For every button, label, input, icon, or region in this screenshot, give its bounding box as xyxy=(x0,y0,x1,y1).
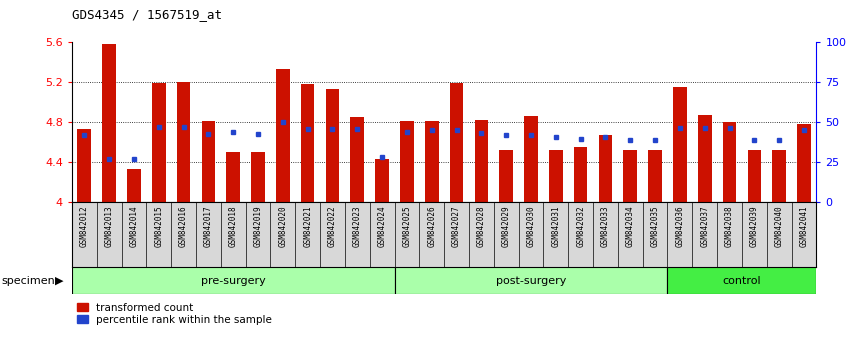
Text: GSM842019: GSM842019 xyxy=(254,205,262,247)
Bar xyxy=(797,124,810,202)
Text: GSM842026: GSM842026 xyxy=(427,205,437,247)
Bar xyxy=(549,150,563,202)
Text: GDS4345 / 1567519_at: GDS4345 / 1567519_at xyxy=(72,8,222,21)
Text: ▶: ▶ xyxy=(55,275,63,286)
Bar xyxy=(667,267,816,294)
Text: specimen: specimen xyxy=(2,275,56,286)
Bar xyxy=(78,129,91,202)
Bar xyxy=(127,169,140,202)
Text: GSM842040: GSM842040 xyxy=(775,205,783,247)
Bar xyxy=(102,45,116,202)
Bar xyxy=(748,150,761,202)
Text: GSM842041: GSM842041 xyxy=(799,205,809,247)
Bar xyxy=(177,82,190,202)
Text: GSM842020: GSM842020 xyxy=(278,205,288,247)
Text: GSM842017: GSM842017 xyxy=(204,205,213,247)
Bar xyxy=(772,150,786,202)
Text: GSM842015: GSM842015 xyxy=(154,205,163,247)
Text: GSM842014: GSM842014 xyxy=(129,205,139,247)
Text: control: control xyxy=(722,275,761,286)
Bar xyxy=(376,159,389,202)
Bar xyxy=(276,69,289,202)
Text: GSM842029: GSM842029 xyxy=(502,205,511,247)
Bar xyxy=(599,135,613,202)
Text: GSM842033: GSM842033 xyxy=(601,205,610,247)
Bar xyxy=(201,121,215,202)
Bar xyxy=(450,83,464,202)
Text: GSM842036: GSM842036 xyxy=(675,205,684,247)
Text: GSM842021: GSM842021 xyxy=(303,205,312,247)
Bar xyxy=(301,84,315,202)
Text: GSM842032: GSM842032 xyxy=(576,205,585,247)
Text: GSM842018: GSM842018 xyxy=(228,205,238,247)
Bar xyxy=(475,120,488,202)
Bar xyxy=(152,83,166,202)
Text: pre-surgery: pre-surgery xyxy=(201,275,266,286)
Text: GSM842035: GSM842035 xyxy=(651,205,660,247)
Text: GSM842030: GSM842030 xyxy=(526,205,536,247)
Bar xyxy=(400,121,414,202)
Text: GSM842034: GSM842034 xyxy=(626,205,634,247)
Text: GSM842027: GSM842027 xyxy=(452,205,461,247)
Bar xyxy=(251,152,265,202)
Text: GSM842038: GSM842038 xyxy=(725,205,734,247)
Text: GSM842012: GSM842012 xyxy=(80,205,89,247)
Bar xyxy=(525,116,538,202)
Text: GSM842025: GSM842025 xyxy=(403,205,411,247)
Bar xyxy=(326,89,339,202)
Text: GSM842037: GSM842037 xyxy=(700,205,709,247)
Bar xyxy=(648,150,662,202)
Text: GSM842013: GSM842013 xyxy=(105,205,113,247)
Bar xyxy=(72,267,394,294)
Text: post-surgery: post-surgery xyxy=(496,275,566,286)
Bar xyxy=(499,150,513,202)
Bar xyxy=(350,117,364,202)
Text: GSM842022: GSM842022 xyxy=(328,205,337,247)
Bar xyxy=(394,267,667,294)
Bar xyxy=(574,147,587,202)
Text: GSM842028: GSM842028 xyxy=(477,205,486,247)
Text: GSM842016: GSM842016 xyxy=(179,205,188,247)
Bar xyxy=(425,121,438,202)
Text: GSM842023: GSM842023 xyxy=(353,205,362,247)
Text: GSM842039: GSM842039 xyxy=(750,205,759,247)
Bar xyxy=(673,87,687,202)
Bar xyxy=(722,122,736,202)
Legend: transformed count, percentile rank within the sample: transformed count, percentile rank withi… xyxy=(77,303,272,325)
Bar xyxy=(227,152,240,202)
Bar xyxy=(698,115,711,202)
Text: GSM842031: GSM842031 xyxy=(552,205,560,247)
Bar xyxy=(624,150,637,202)
Text: GSM842024: GSM842024 xyxy=(377,205,387,247)
